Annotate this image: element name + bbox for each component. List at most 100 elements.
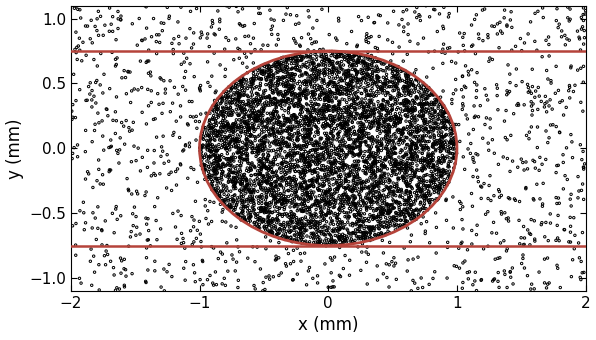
Point: [410, 217, 420, 223]
Point: [322, 167, 332, 172]
Point: [263, 125, 273, 131]
Point: [350, 183, 359, 188]
Point: [281, 55, 291, 60]
Point: [231, 144, 240, 150]
Point: [358, 203, 367, 208]
Point: [323, 67, 333, 72]
Point: [412, 5, 421, 10]
X-axis label: x (mm): x (mm): [298, 317, 358, 335]
Point: [369, 184, 378, 190]
Point: [248, 206, 257, 211]
Point: [335, 210, 344, 215]
Point: [273, 147, 283, 152]
Point: [293, 231, 303, 237]
Point: [426, 173, 435, 178]
Point: [334, 116, 343, 121]
Point: [351, 106, 361, 112]
Point: [167, 274, 176, 279]
Point: [360, 171, 370, 176]
Point: [305, 178, 315, 183]
Point: [389, 191, 398, 197]
Point: [258, 119, 268, 125]
Point: [336, 122, 346, 128]
Point: [289, 141, 299, 147]
Point: [384, 129, 393, 135]
Point: [421, 206, 431, 211]
Point: [333, 218, 342, 224]
Point: [580, 35, 589, 40]
Point: [259, 139, 268, 145]
Point: [306, 148, 315, 153]
Point: [106, 137, 116, 143]
Point: [234, 150, 243, 155]
Point: [324, 169, 333, 174]
Point: [283, 153, 292, 159]
Point: [150, 116, 160, 121]
Point: [368, 160, 378, 166]
Point: [287, 78, 296, 83]
Point: [225, 205, 234, 210]
Point: [240, 103, 249, 109]
Point: [211, 156, 221, 161]
Point: [247, 107, 257, 113]
Point: [375, 208, 385, 214]
Point: [229, 169, 238, 175]
Point: [285, 218, 295, 223]
Point: [449, 91, 458, 97]
Point: [245, 181, 254, 186]
Point: [365, 55, 375, 60]
Point: [402, 7, 411, 13]
Point: [421, 126, 431, 132]
Point: [487, 23, 496, 29]
Point: [265, 69, 275, 74]
Point: [422, 196, 432, 202]
Point: [299, 135, 308, 141]
Point: [222, 203, 232, 209]
Point: [425, 200, 434, 206]
Point: [543, 140, 552, 145]
Point: [280, 188, 289, 194]
Point: [371, 183, 381, 188]
Point: [287, 219, 296, 225]
Point: [430, 134, 439, 140]
Point: [334, 102, 343, 107]
Point: [380, 219, 390, 225]
Point: [238, 84, 247, 89]
Point: [227, 201, 237, 207]
Point: [273, 60, 283, 66]
Point: [268, 186, 277, 191]
Point: [221, 219, 231, 225]
Point: [303, 91, 313, 97]
Point: [491, 256, 500, 262]
Point: [227, 100, 237, 105]
Point: [361, 100, 370, 106]
Point: [401, 152, 410, 157]
Point: [325, 63, 334, 68]
Point: [353, 173, 362, 178]
Point: [249, 68, 259, 73]
Point: [271, 99, 280, 104]
Point: [575, 255, 584, 260]
Point: [538, 204, 547, 209]
Point: [379, 122, 389, 128]
Point: [313, 130, 323, 135]
Point: [423, 154, 433, 159]
Point: [429, 164, 438, 170]
Point: [256, 266, 265, 272]
Point: [398, 108, 407, 114]
Point: [362, 160, 372, 165]
Point: [319, 183, 328, 189]
Point: [323, 151, 333, 156]
Point: [125, 69, 135, 75]
Point: [336, 87, 346, 92]
Point: [334, 84, 343, 89]
Point: [438, 135, 448, 140]
Point: [378, 271, 388, 276]
Point: [308, 62, 318, 67]
Point: [299, 169, 309, 174]
Point: [403, 257, 413, 262]
Point: [286, 120, 296, 125]
Point: [266, 97, 275, 102]
Point: [197, 29, 206, 35]
Point: [369, 168, 378, 173]
